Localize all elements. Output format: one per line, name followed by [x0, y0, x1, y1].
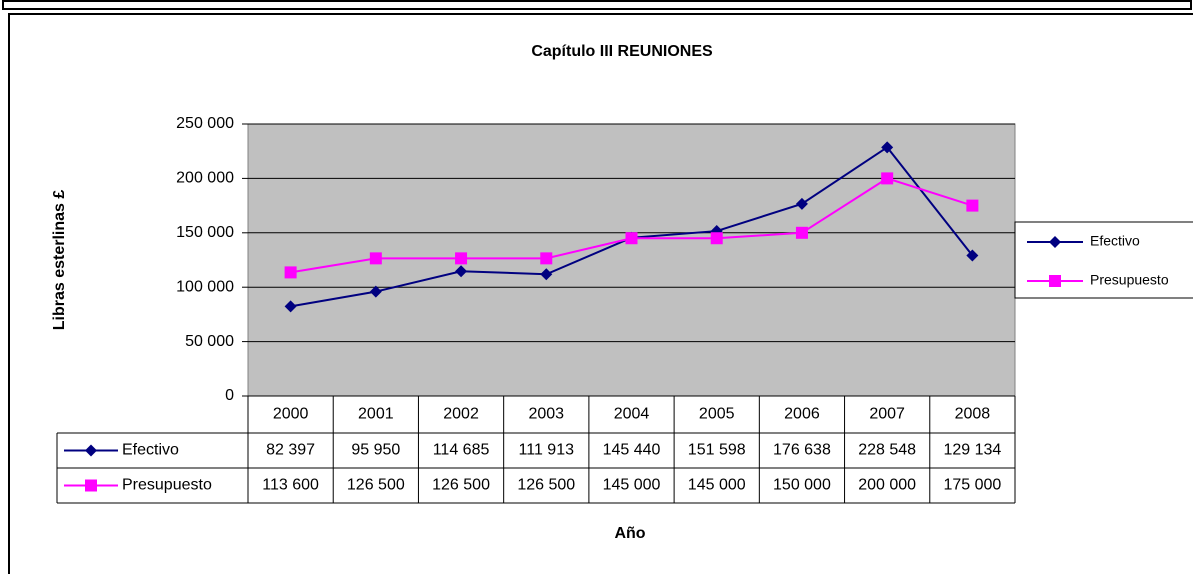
x-tick-label: 2003 — [528, 406, 564, 423]
legend-marker — [1049, 236, 1061, 248]
y-tick-label: 200 000 — [176, 170, 234, 187]
data-point — [455, 252, 468, 265]
data-table-value: 126 500 — [517, 477, 575, 494]
x-tick-label: 2001 — [358, 406, 394, 423]
data-point — [369, 285, 382, 298]
data-table-value: 129 134 — [943, 442, 1001, 459]
data-table-value: 126 500 — [432, 477, 490, 494]
y-tick-label: 50 000 — [185, 333, 234, 350]
table-legend-marker — [85, 444, 97, 457]
data-point — [710, 232, 723, 245]
data-table-value: 111 913 — [519, 442, 575, 459]
data-table-value: 145 000 — [603, 477, 661, 494]
data-table-value: 175 000 — [943, 477, 1001, 494]
data-point — [284, 266, 297, 279]
data-table-value: 145 000 — [688, 477, 746, 494]
data-point — [881, 172, 894, 185]
data-table-value: 200 000 — [858, 477, 916, 494]
y-axis-label: Libras esterlinas £ — [51, 190, 68, 331]
x-tick-label: 2004 — [614, 406, 650, 423]
data-point — [540, 268, 553, 281]
y-tick-label: 100 000 — [176, 278, 234, 295]
outer-frame — [2, 0, 1192, 10]
table-series-name: Efectivo — [122, 442, 179, 459]
legend-marker — [1049, 275, 1061, 287]
data-table-value: 150 000 — [773, 477, 831, 494]
x-tick-label: 2008 — [955, 406, 991, 423]
data-table-value: 95 950 — [351, 442, 400, 459]
x-tick-label: 2005 — [699, 406, 735, 423]
data-table-value: 176 638 — [773, 442, 831, 459]
table-legend-marker — [85, 479, 97, 492]
x-axis-label: Año — [614, 525, 645, 542]
x-tick-label: 2006 — [784, 406, 820, 423]
legend-label: Presupuesto — [1090, 272, 1169, 288]
data-point — [455, 265, 468, 278]
data-point — [795, 226, 808, 239]
table-series-name: Presupuesto — [122, 477, 212, 494]
y-tick-label: 250 000 — [176, 115, 234, 132]
data-table-value: 145 440 — [603, 442, 661, 459]
legend-box — [1014, 221, 1193, 299]
data-table-value: 114 685 — [433, 442, 490, 459]
data-point — [881, 141, 894, 154]
data-point — [284, 300, 297, 313]
x-tick-label: 2007 — [869, 406, 905, 423]
data-table-value: 126 500 — [347, 477, 405, 494]
y-tick-label: 150 000 — [176, 224, 234, 241]
data-table-value: 228 548 — [858, 442, 916, 459]
data-table-value: 151 598 — [688, 442, 746, 459]
data-table-value: 82 397 — [266, 442, 315, 459]
y-tick-label: 0 — [225, 387, 234, 404]
data-point — [966, 249, 979, 262]
data-point — [540, 252, 553, 265]
data-point — [966, 199, 979, 212]
chart-title: Capítulo III REUNIONES — [531, 43, 713, 60]
legend-label: Efectivo — [1090, 233, 1140, 249]
x-tick-label: 2002 — [443, 406, 479, 423]
data-point — [625, 232, 638, 245]
data-point — [795, 197, 808, 210]
data-point — [369, 252, 382, 265]
x-tick-label: 2000 — [273, 406, 309, 423]
data-table-value: 113 600 — [262, 477, 319, 494]
